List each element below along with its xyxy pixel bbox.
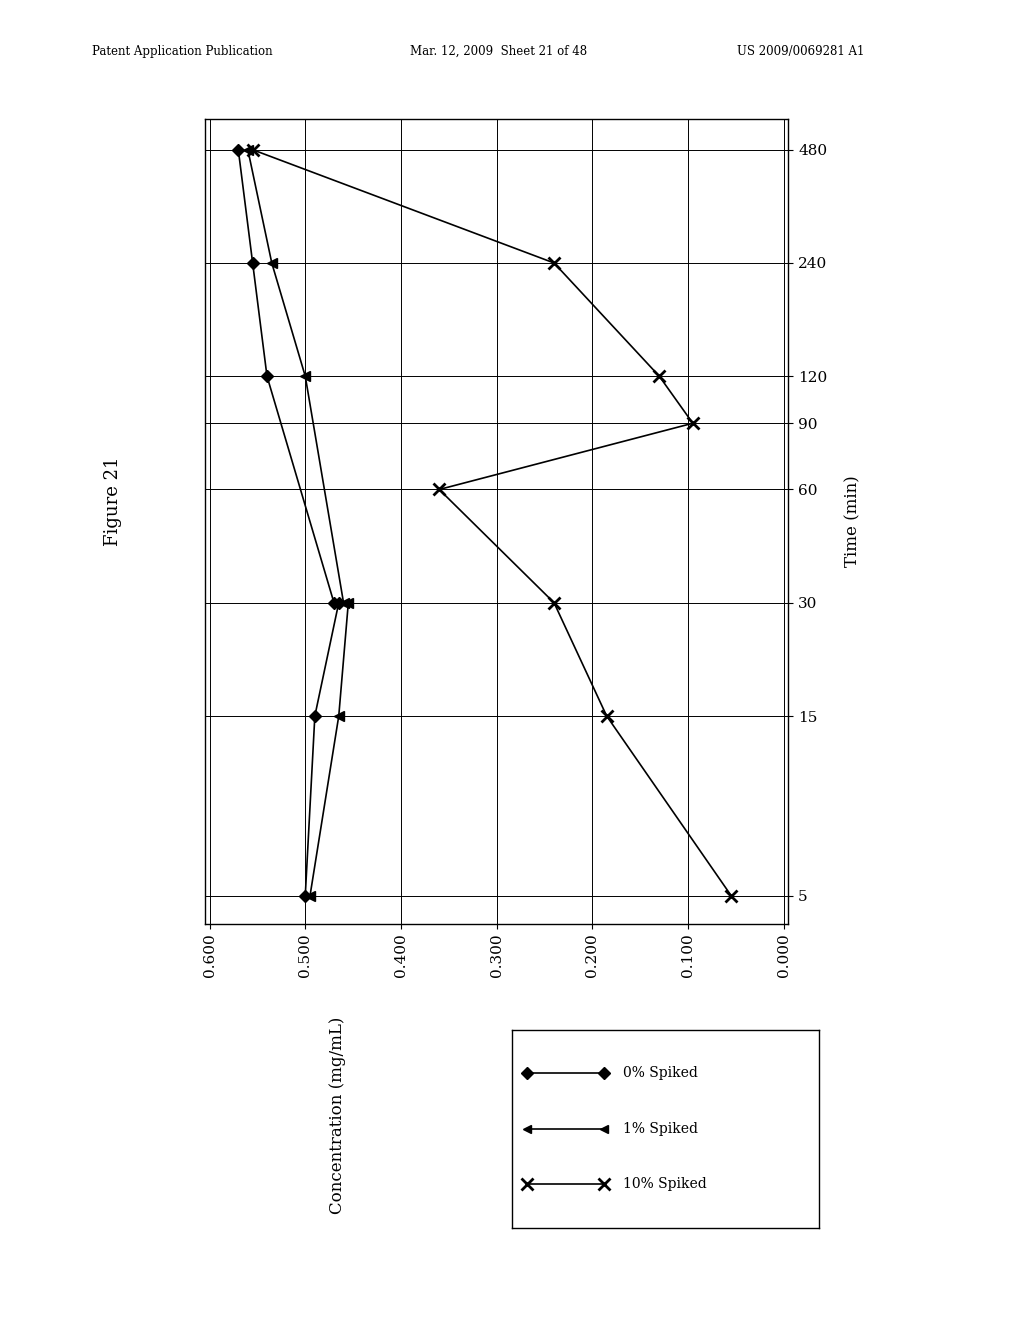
Text: US 2009/0069281 A1: US 2009/0069281 A1 xyxy=(737,45,864,58)
Text: Patent Application Publication: Patent Application Publication xyxy=(92,45,272,58)
Text: 1% Spiked: 1% Spiked xyxy=(623,1122,697,1135)
Text: Concentration (mg/mL): Concentration (mg/mL) xyxy=(330,1016,346,1214)
Text: Mar. 12, 2009  Sheet 21 of 48: Mar. 12, 2009 Sheet 21 of 48 xyxy=(410,45,587,58)
Text: 10% Spiked: 10% Spiked xyxy=(623,1177,707,1191)
Y-axis label: Time (min): Time (min) xyxy=(844,475,861,568)
Text: 0% Spiked: 0% Spiked xyxy=(623,1067,697,1080)
Text: Figure 21: Figure 21 xyxy=(103,457,122,546)
